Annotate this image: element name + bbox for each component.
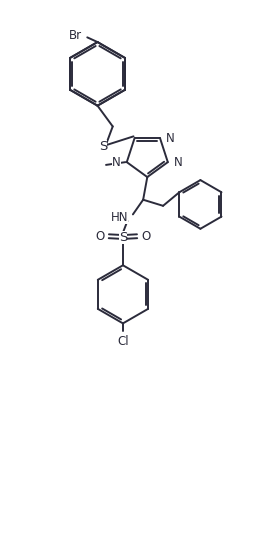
Text: Br: Br — [69, 29, 82, 42]
Text: N: N — [166, 132, 175, 144]
Text: O: O — [96, 230, 105, 243]
Text: N: N — [174, 156, 183, 169]
Text: Cl: Cl — [117, 335, 129, 348]
Text: HN: HN — [110, 211, 128, 224]
Text: O: O — [141, 230, 150, 243]
Text: S: S — [119, 231, 127, 244]
Text: S: S — [99, 140, 107, 153]
Text: N: N — [112, 156, 121, 169]
